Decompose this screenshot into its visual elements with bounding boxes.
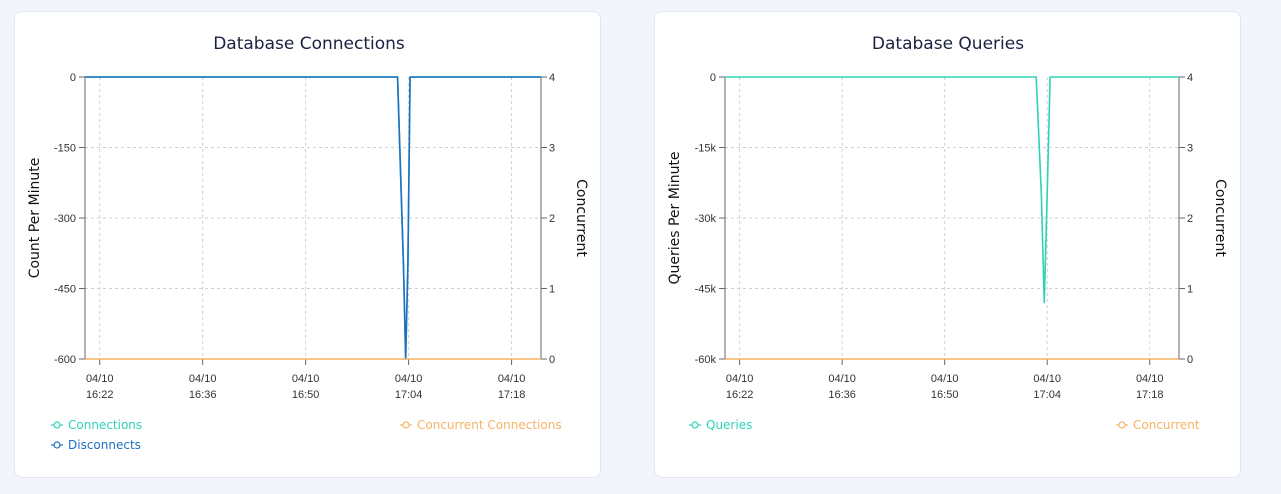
y2-tick-label: 2: [549, 213, 555, 225]
series-line-queries: [725, 76, 1179, 304]
y-tick-label: -60k: [695, 354, 717, 366]
x-tick-label-time: 16:22: [86, 389, 114, 401]
legend-marker-icon: [53, 421, 61, 429]
x-tick-label-time: 17:04: [1033, 389, 1061, 401]
series-line-disconnects: [85, 76, 541, 360]
legend-item-concurrent-connections: Concurrent Connections: [400, 418, 562, 432]
x-tick-label-time: 16:50: [292, 389, 320, 401]
x-tick-label-date: 04/10: [498, 373, 526, 385]
y2-tick-label: 3: [549, 143, 555, 155]
database-connections-card: Database Connections 0 -150 -300 -450 -600 0 1 2…: [14, 11, 601, 478]
y-tick-label: -600: [54, 354, 76, 366]
y2-axis-label: Concurrent: [1212, 179, 1228, 257]
x-tick-label-time: 16:50: [931, 389, 959, 401]
x-tick-label-time: 17:18: [1136, 389, 1164, 401]
legend-marker-icon: [691, 421, 699, 429]
chart-title: Database Connections: [213, 34, 405, 54]
legend-marker-icon: [402, 421, 410, 429]
y2-tick-label: 0: [1187, 354, 1193, 366]
x-tick-label-time: 16:22: [726, 389, 754, 401]
chart-title: Database Queries: [872, 34, 1024, 54]
legend-item-concurrent: Concurrent: [1116, 418, 1200, 432]
x-tick-label-date: 04/10: [931, 373, 959, 385]
y-axis-label: Queries Per Minute: [667, 151, 683, 284]
x-tick-label-time: 16:36: [189, 389, 217, 401]
legend-item-queries: Queries: [689, 418, 752, 432]
database-queries-chart: Database Queries 0 -15k -30k -45k -60k 0 1 2 3 4 04…: [667, 34, 1228, 432]
y-tick-label: 0: [710, 72, 716, 84]
database-queries-card: Database Queries 0 -15k -30k -45k -60k 0 1 2 3 4 04…: [654, 11, 1241, 478]
legend-item-connections: Connections: [51, 418, 142, 432]
legend-marker-icon: [1118, 421, 1126, 429]
x-tick-label-date: 04/10: [292, 373, 320, 385]
x-tick-label-date: 04/10: [86, 373, 114, 385]
y2-tick-label: 2: [1187, 213, 1193, 225]
legend-label: Concurrent Connections: [417, 418, 562, 432]
x-tick-label-time: 17:18: [498, 389, 526, 401]
legend-item-disconnects: Disconnects: [51, 438, 141, 452]
x-tick-label-date: 04/10: [395, 373, 423, 385]
y2-tick-label: 1: [549, 284, 555, 296]
y-tick-label: -150: [54, 143, 76, 155]
legend-label: Disconnects: [68, 438, 141, 452]
legend-label: Connections: [68, 418, 142, 432]
y-axis-label: Count Per Minute: [27, 158, 43, 279]
database-connections-chart: Database Connections 0 -150 -300 -450 -600 0 1 2…: [27, 34, 589, 452]
x-tick-label-date: 04/10: [828, 373, 856, 385]
y-tick-label: -45k: [695, 284, 717, 296]
y2-tick-label: 4: [1187, 72, 1193, 84]
x-tick-label-time: 16:36: [828, 389, 856, 401]
y-tick-label: -300: [54, 213, 76, 225]
legend-label: Concurrent: [1133, 418, 1200, 432]
y2-axis-label: Concurrent: [573, 179, 589, 257]
x-tick-label-date: 04/10: [1136, 373, 1164, 385]
x-tick-label-date: 04/10: [1033, 373, 1061, 385]
y2-tick-label: 3: [1187, 143, 1193, 155]
y2-tick-label: 1: [1187, 284, 1193, 296]
y2-tick-label: 0: [549, 354, 555, 366]
y-tick-label: -15k: [695, 143, 717, 155]
y2-tick-label: 4: [549, 72, 555, 84]
y-tick-label: -450: [54, 284, 76, 296]
y-tick-label: -30k: [695, 213, 717, 225]
y-tick-label: 0: [70, 72, 76, 84]
legend-marker-icon: [53, 441, 61, 449]
x-tick-label-date: 04/10: [189, 373, 217, 385]
legend-label: Queries: [706, 418, 752, 432]
x-tick-label-date: 04/10: [726, 373, 754, 385]
x-tick-label-time: 17:04: [395, 389, 423, 401]
